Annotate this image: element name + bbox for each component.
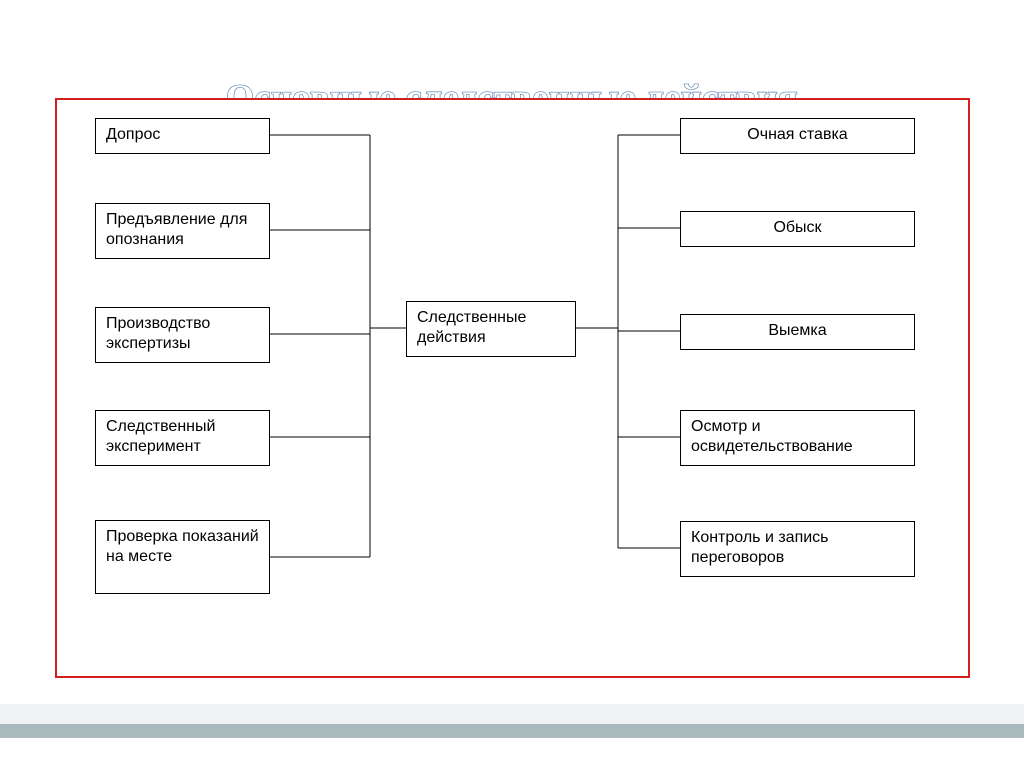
node-left-5: Проверка показаний на месте: [95, 520, 270, 594]
node-right-1: Очная ставка: [680, 118, 915, 154]
node-left-4-label: Следственный эксперимент: [106, 418, 215, 455]
band-light: [0, 704, 1024, 724]
slide: Основные следственные действия Следствен…: [0, 0, 1024, 767]
node-right-5: Контроль и запись переговоров: [680, 521, 915, 577]
node-left-2: Предъявление для опознания: [95, 203, 270, 259]
node-right-3: Выемка: [680, 314, 915, 350]
node-left-5-label: Проверка показаний на месте: [106, 528, 259, 565]
band-dark: [0, 724, 1024, 738]
node-right-5-label: Контроль и запись переговоров: [691, 529, 829, 566]
node-center-label: Следственные действия: [417, 309, 526, 346]
node-right-3-label: Выемка: [768, 322, 826, 339]
node-left-2-label: Предъявление для опознания: [106, 211, 247, 248]
node-right-2-label: Обыск: [773, 219, 821, 236]
node-center: Следственные действия: [406, 301, 576, 357]
node-right-4: Осмотр и освидетельствование: [680, 410, 915, 466]
node-left-3: Производство экспертизы: [95, 307, 270, 363]
node-right-1-label: Очная ставка: [747, 126, 847, 143]
node-left-1: Допрос: [95, 118, 270, 154]
node-left-3-label: Производство экспертизы: [106, 315, 210, 352]
node-right-4-label: Осмотр и освидетельствование: [691, 418, 853, 455]
node-left-4: Следственный эксперимент: [95, 410, 270, 466]
node-left-1-label: Допрос: [106, 126, 160, 143]
node-right-2: Обыск: [680, 211, 915, 247]
